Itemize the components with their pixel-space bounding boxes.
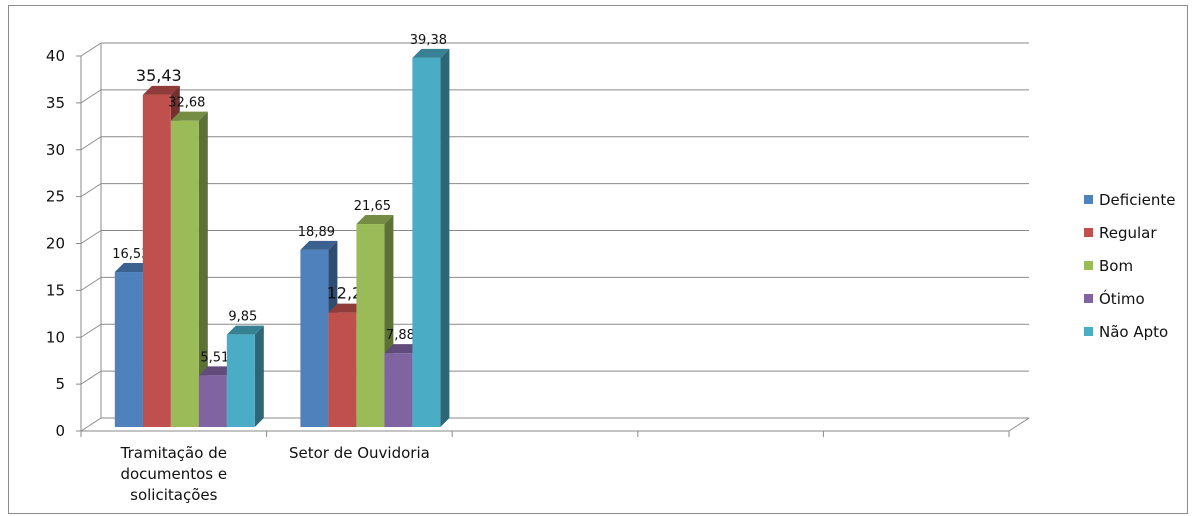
bar-top (226, 325, 264, 335)
bar-side (254, 325, 264, 427)
legend-label: Não Apto (1099, 323, 1168, 341)
gridline-connector (80, 276, 102, 291)
x-tick-label: solicitações (130, 486, 217, 504)
y-tick-label: 0 (55, 422, 65, 440)
x-tick-label: Tramitação de (120, 444, 227, 462)
legend-swatch (1084, 327, 1093, 336)
bar (114, 272, 143, 427)
bar-top (384, 344, 422, 354)
bar-top (198, 366, 236, 376)
data-label: 35,43 (136, 66, 182, 85)
bar (226, 334, 255, 427)
gridline-connector (80, 323, 102, 338)
x-tick-label: documentos e (120, 465, 227, 483)
chart-frame: 0 5 10 15 20 25 30 35 40 16,53 35,43 32,68 5,51 9,85 1… (8, 5, 1188, 514)
legend-swatch (1084, 261, 1093, 270)
bar-side (440, 48, 450, 427)
gridline-connector (80, 230, 102, 244)
y-tick-label: 15 (46, 281, 65, 299)
gridline-connector (80, 183, 102, 198)
gridline-connector (80, 370, 102, 385)
y-tick-label: 30 (46, 141, 65, 159)
y-tick-label: 20 (46, 235, 65, 253)
bar-top (356, 215, 394, 225)
gridline-connector (80, 42, 102, 57)
bar-top (114, 263, 152, 273)
data-label: 9,85 (228, 310, 257, 325)
bar-top (170, 111, 208, 121)
bar-top (300, 240, 338, 250)
bar (198, 375, 227, 427)
data-label: 5,51 (200, 350, 229, 365)
gridline-connector (80, 89, 102, 104)
bar-chart: 0 5 10 15 20 25 30 35 40 16,53 35,43 32,68 5,51 9,85 1… (46, 33, 1176, 504)
gridline-connector (80, 417, 102, 432)
gridline-connector (80, 136, 102, 151)
data-label: 21,65 (354, 199, 391, 214)
data-label: 39,38 (410, 33, 447, 48)
data-label: 12,2 (327, 284, 363, 303)
floor-right-edge (1008, 417, 1030, 432)
data-label: 18,89 (298, 225, 335, 240)
x-tick-label: Setor de Ouvidoria (289, 444, 430, 462)
y-tick-label: 40 (46, 47, 65, 65)
bar-top (328, 303, 366, 313)
y-tick-label: 35 (46, 94, 65, 112)
bar-top (142, 85, 180, 95)
bar (328, 312, 357, 427)
y-tick-label: 10 (46, 328, 65, 346)
bar (356, 224, 385, 427)
bar-top (412, 48, 450, 58)
data-label: 32,68 (168, 96, 205, 111)
legend-label: Regular (1099, 224, 1157, 242)
data-label: 16,53 (112, 247, 149, 262)
bar (384, 353, 413, 427)
y-tick-label: 5 (55, 375, 65, 393)
legend-label: Deficiente (1099, 191, 1176, 209)
bar (142, 94, 171, 427)
bar (300, 249, 329, 427)
legend-swatch (1084, 228, 1093, 237)
data-label: 7,88 (386, 328, 415, 343)
bar (170, 120, 199, 427)
legend-swatch (1084, 294, 1093, 303)
legend-swatch (1084, 195, 1093, 204)
bar (412, 57, 441, 427)
y-tick-label: 25 (46, 188, 65, 206)
legend-label: Ótimo (1099, 289, 1145, 308)
legend-label: Bom (1099, 257, 1133, 275)
bar-side (198, 111, 208, 427)
